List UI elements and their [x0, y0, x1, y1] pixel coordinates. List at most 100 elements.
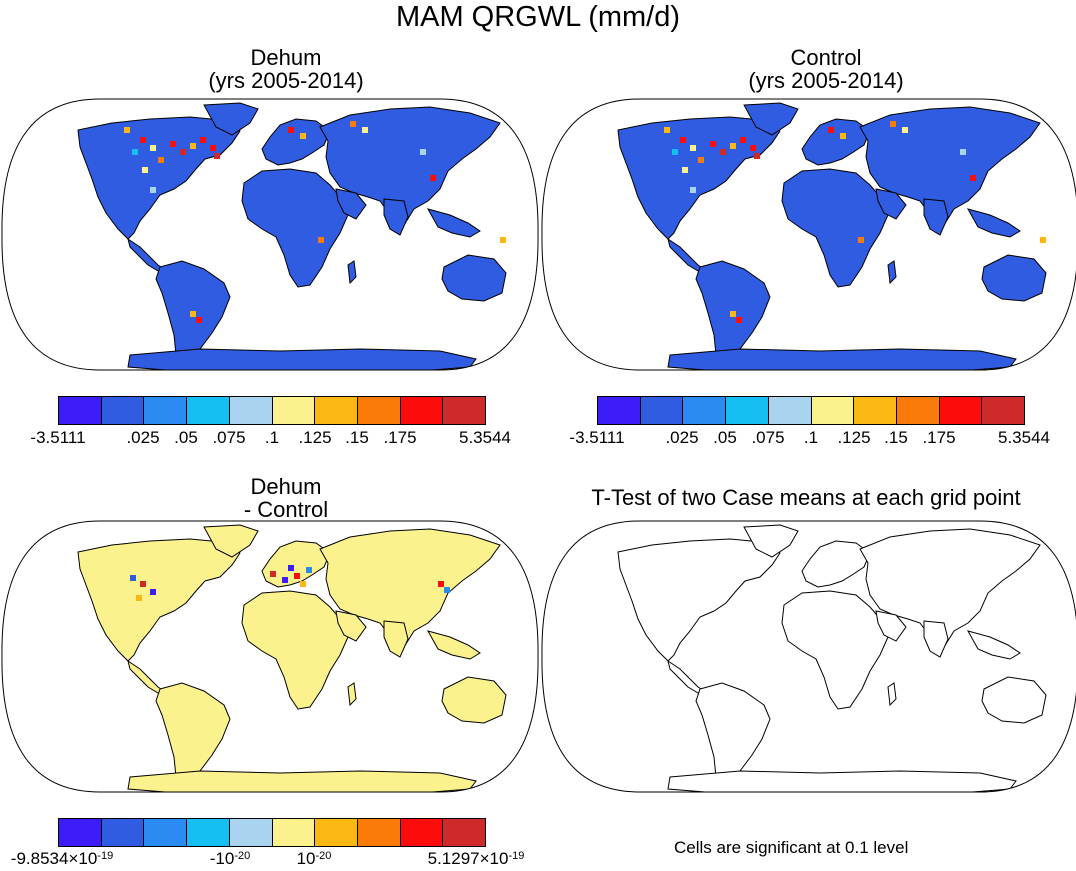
colorbar-swatch	[896, 397, 940, 424]
continent-europe	[801, 118, 871, 166]
panel-title-dehum: Dehum (yrs 2005-2014)	[208, 45, 364, 93]
grid-cell	[190, 143, 196, 149]
grid-cell	[124, 127, 130, 133]
colorbar-swatch	[726, 397, 769, 424]
grid-cell	[140, 581, 146, 587]
grid-cell	[430, 175, 436, 181]
continent-antarctica	[667, 348, 1017, 370]
grid-cell	[750, 145, 756, 151]
continent-africa	[241, 590, 349, 710]
tick-label: .1	[803, 428, 819, 447]
grid-cell	[282, 577, 288, 583]
continent-india	[923, 198, 949, 236]
colorbar-swatch	[683, 397, 727, 424]
colorbar-swatch	[640, 397, 684, 424]
grid-cell	[300, 581, 306, 587]
grid-cell	[214, 153, 220, 159]
continent-greenland	[743, 102, 799, 136]
tick-label: -3.5111	[569, 428, 625, 447]
continent-madagascar	[887, 260, 897, 285]
continent-asia	[859, 528, 1041, 648]
tick-label: -3.5111	[30, 428, 86, 447]
tick-label: .025	[126, 428, 160, 447]
grid-cell	[710, 141, 716, 147]
continent-europe	[261, 540, 331, 588]
colorbar-swatch	[229, 397, 273, 424]
grid-cell	[664, 127, 670, 133]
continent-antarctica	[127, 348, 477, 370]
grid-cell	[200, 137, 206, 143]
colorbar-swatch	[357, 819, 401, 846]
continent-se-asia	[426, 208, 481, 238]
panel-title-ttest: T-Test of two Case means at each grid po…	[591, 485, 1021, 510]
colorbar-swatch	[811, 397, 855, 424]
tick-label: .15	[884, 428, 908, 447]
continent-central-america	[667, 659, 706, 694]
colorbar-swatch	[187, 397, 230, 424]
tick-label: 5.3544	[998, 428, 1050, 447]
continent-madagascar	[347, 682, 357, 707]
grid-cell	[720, 149, 726, 155]
colorbar-swatch	[400, 819, 444, 846]
colorbar-swatch	[854, 397, 897, 424]
grid-cell	[902, 127, 908, 133]
continent-greenland	[203, 102, 259, 136]
map-control	[541, 98, 1076, 371]
continent-india	[383, 620, 409, 658]
grid-cell	[136, 595, 142, 601]
map-border	[541, 98, 1076, 371]
figure-title: MAM QRGWL (mm/d)	[395, 1, 681, 33]
grid-cell	[140, 137, 146, 143]
colorbar-swatch	[101, 397, 145, 424]
continent-se-asia	[966, 208, 1021, 238]
grid-cell	[190, 311, 196, 317]
tick-label: .075	[212, 428, 246, 447]
grid-cell	[438, 581, 444, 587]
grid-cell	[350, 121, 356, 127]
continent-north-america	[77, 116, 241, 240]
colorbar-swatch	[598, 397, 641, 424]
grid-cell	[300, 133, 306, 139]
continent-greenland	[743, 524, 799, 558]
map-border	[541, 520, 1076, 793]
map-dehum	[1, 98, 539, 371]
continent-arabia	[875, 188, 907, 220]
grid-cell	[698, 157, 704, 163]
grid-cell	[690, 145, 696, 151]
tick-label: .125	[837, 428, 871, 447]
continent-asia	[319, 106, 501, 226]
grid-cell	[142, 167, 148, 173]
grid-cell	[196, 317, 202, 323]
significance-note: Cells are significant at 0.1 level	[674, 838, 909, 857]
grid-cell	[270, 571, 276, 577]
tick-label: .025	[665, 428, 699, 447]
continent-asia	[859, 106, 1041, 226]
colorbar-swatch	[229, 819, 273, 846]
continent-central-america	[127, 659, 166, 694]
continent-north-america	[617, 538, 781, 662]
grid-cell	[180, 149, 186, 155]
map-difference	[1, 520, 539, 793]
tick-label: .15	[345, 428, 369, 447]
continent-north-america	[617, 116, 781, 240]
grid-cell	[362, 127, 368, 133]
colorbar-control	[597, 396, 1025, 425]
continent-africa	[781, 590, 889, 710]
grid-cell	[890, 121, 896, 127]
grid-cell	[288, 127, 294, 133]
panel-title-control: Control (yrs 2005-2014)	[748, 45, 904, 93]
continent-africa	[781, 168, 889, 288]
colorbar-swatch	[768, 397, 812, 424]
tick-label: .05	[174, 428, 198, 447]
grid-cell	[730, 143, 736, 149]
grid-cell	[210, 145, 216, 151]
grid-cell	[132, 149, 138, 155]
continent-north-america	[77, 538, 241, 662]
grid-cell	[500, 237, 506, 243]
grid-cell	[130, 575, 136, 581]
grid-cell	[960, 149, 966, 155]
continent-central-america	[667, 237, 706, 272]
grid-cell	[288, 565, 294, 571]
continent-australia	[441, 676, 507, 724]
colorbar-swatch	[315, 819, 358, 846]
